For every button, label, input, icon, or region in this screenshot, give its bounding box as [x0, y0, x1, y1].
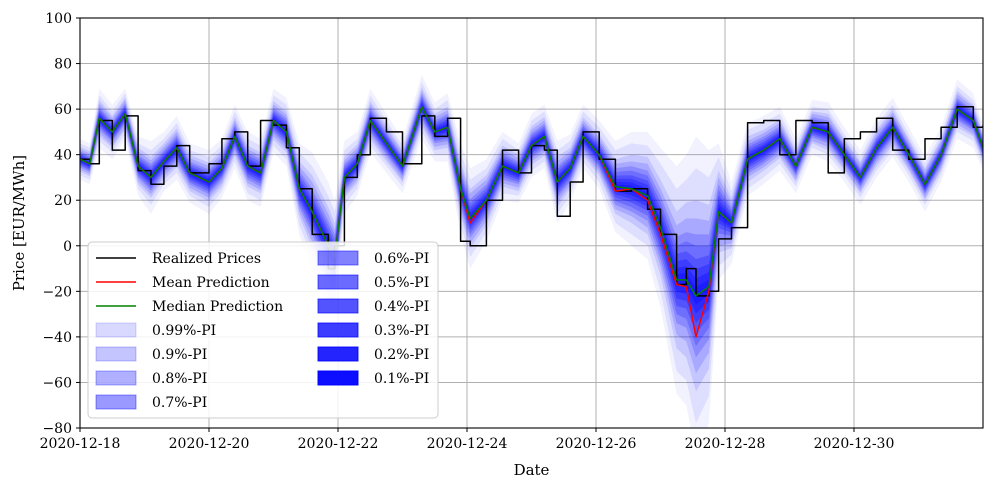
legend-handle-band [317, 370, 359, 386]
y-axis-ticks: −80 −60 −40 −20 0 20 40 60 80 100 [42, 11, 80, 437]
y-tick-label: 80 [54, 57, 72, 73]
legend-handle-band [317, 346, 359, 362]
legend-handle-band [95, 322, 137, 338]
y-tick-label: −20 [42, 284, 72, 300]
band-0.8%-PI [80, 87, 983, 392]
legend-handle-band [95, 370, 137, 386]
legend-label: Median Prediction [152, 299, 283, 315]
band-0.9%-PI [80, 81, 983, 424]
y-axis-label: Price [EUR/MWh] [10, 155, 28, 291]
x-tick-label: 2020-12-30 [814, 436, 895, 452]
band-0.7%-PI [80, 90, 983, 374]
y-tick-label: −80 [42, 421, 72, 437]
legend-handle-band [317, 322, 359, 338]
series-realized-prices [80, 106, 983, 297]
legend-label: Mean Prediction [152, 275, 270, 291]
band-0.2%-PI [80, 103, 983, 314]
series-median-prediction [80, 106, 983, 297]
x-tick-label: 2020-12-26 [556, 436, 637, 452]
legend: Realized Prices Mean Prediction Median Pre… [87, 241, 439, 419]
band-0.5%-PI [80, 96, 983, 346]
band-0.6%-PI [80, 94, 983, 358]
legend-label: 0.5%-PI [374, 275, 429, 291]
y-tick-label: 40 [54, 148, 72, 164]
legend-label: 0.7%-PI [152, 395, 207, 411]
plot-frame [79, 17, 984, 429]
y-tick-label: −60 [42, 375, 72, 391]
legend-handle-band [317, 250, 359, 266]
legend-label: 0.1%-PI [374, 371, 429, 387]
legend-handle-band [317, 274, 359, 290]
legend-label: 0.3%-PI [374, 323, 429, 339]
band-0.4%-PI [80, 99, 983, 333]
legend-label: 0.8%-PI [152, 371, 207, 387]
legend-label: 0.4%-PI [374, 299, 429, 315]
band-0.3%-PI [80, 101, 983, 323]
x-tick-label: 2020-12-20 [169, 436, 250, 452]
band-0.99%-PI [80, 74, 983, 428]
legend-label: Realized Prices [152, 251, 261, 267]
series-lines [80, 106, 983, 338]
legend-label: 0.6%-PI [374, 251, 429, 267]
legend-label: 0.99%-PI [152, 323, 216, 339]
legend-handle-band [95, 346, 137, 362]
legend-handle-band [317, 298, 359, 314]
x-tick-label: 2020-12-24 [427, 436, 508, 452]
prediction-intervals [80, 74, 983, 428]
y-tick-label: −40 [42, 330, 72, 346]
x-axis-ticks: 2020-12-18 2020-12-20 2020-12-22 2020-12-24… [40, 428, 895, 452]
y-tick-label: 0 [63, 239, 72, 255]
y-tick-label: 60 [54, 102, 72, 118]
x-tick-label: 2020-12-18 [40, 436, 121, 452]
y-tick-label: 100 [45, 11, 72, 27]
legend-label: 0.2%-PI [374, 347, 429, 363]
legend-handle-band [95, 394, 137, 410]
x-tick-label: 2020-12-22 [298, 436, 379, 452]
band-0.1%-PI [80, 105, 983, 305]
legend-label: 0.9%-PI [152, 347, 207, 363]
x-axis-label: Date [514, 461, 550, 479]
y-tick-label: 20 [54, 193, 72, 209]
x-tick-label: 2020-12-28 [685, 436, 766, 452]
